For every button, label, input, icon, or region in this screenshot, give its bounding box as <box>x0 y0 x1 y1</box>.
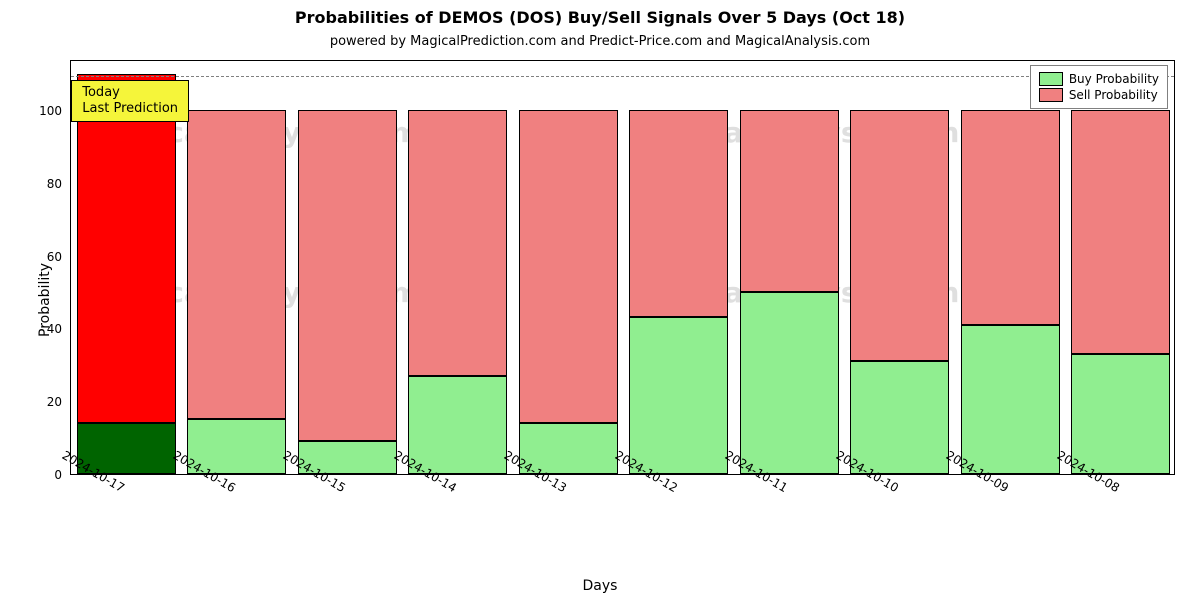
y-tick-label: 80 <box>0 177 62 191</box>
bar-sell <box>629 110 728 318</box>
bar-sell <box>187 110 286 419</box>
bar-sell <box>740 110 839 292</box>
bar-sell <box>850 110 949 361</box>
bars-layer <box>71 61 1174 474</box>
bar-sell <box>298 110 397 441</box>
bar-slot <box>519 59 618 474</box>
plot-area: MagicalAnalysis.com MagicalAnalysis.com … <box>70 60 1175 475</box>
y-tick-label: 100 <box>0 104 62 118</box>
bar-buy <box>850 361 949 474</box>
bar-slot <box>1071 59 1170 474</box>
chart-subtitle: powered by MagicalPrediction.com and Pre… <box>0 34 1200 49</box>
x-axis-label: Days <box>0 578 1200 594</box>
bar-slot <box>629 59 728 474</box>
bar-slot <box>961 59 1060 474</box>
bar-sell <box>408 110 507 376</box>
bar-slot <box>740 59 839 474</box>
bar-sell <box>77 74 176 423</box>
legend-label-buy: Buy Probability <box>1069 72 1159 86</box>
legend-row-buy: Buy Probability <box>1039 72 1159 86</box>
bar-slot <box>850 59 949 474</box>
legend-label-sell: Sell Probability <box>1069 88 1158 102</box>
today-line2: Last Prediction <box>82 101 178 117</box>
bar-buy <box>408 376 507 474</box>
y-tick-label: 20 <box>0 395 62 409</box>
bar-sell <box>519 110 618 423</box>
y-tick-label: 40 <box>0 322 62 336</box>
y-tick-label: 60 <box>0 250 62 264</box>
bar-sell <box>1071 110 1170 354</box>
legend-row-sell: Sell Probability <box>1039 88 1159 102</box>
chart-container: Probabilities of DEMOS (DOS) Buy/Sell Si… <box>0 0 1200 600</box>
y-tick-label: 0 <box>0 468 62 482</box>
today-line1: Today <box>82 85 178 101</box>
bar-slot <box>298 59 397 474</box>
legend: Buy Probability Sell Probability <box>1030 65 1168 109</box>
legend-swatch-sell <box>1039 88 1063 102</box>
bar-buy <box>1071 354 1170 474</box>
chart-title: Probabilities of DEMOS (DOS) Buy/Sell Si… <box>0 8 1200 27</box>
bar-slot <box>187 59 286 474</box>
bar-sell <box>961 110 1060 325</box>
bar-slot <box>408 59 507 474</box>
today-annotation: Today Last Prediction <box>71 80 189 123</box>
reference-line <box>71 76 1174 77</box>
legend-swatch-buy <box>1039 72 1063 86</box>
